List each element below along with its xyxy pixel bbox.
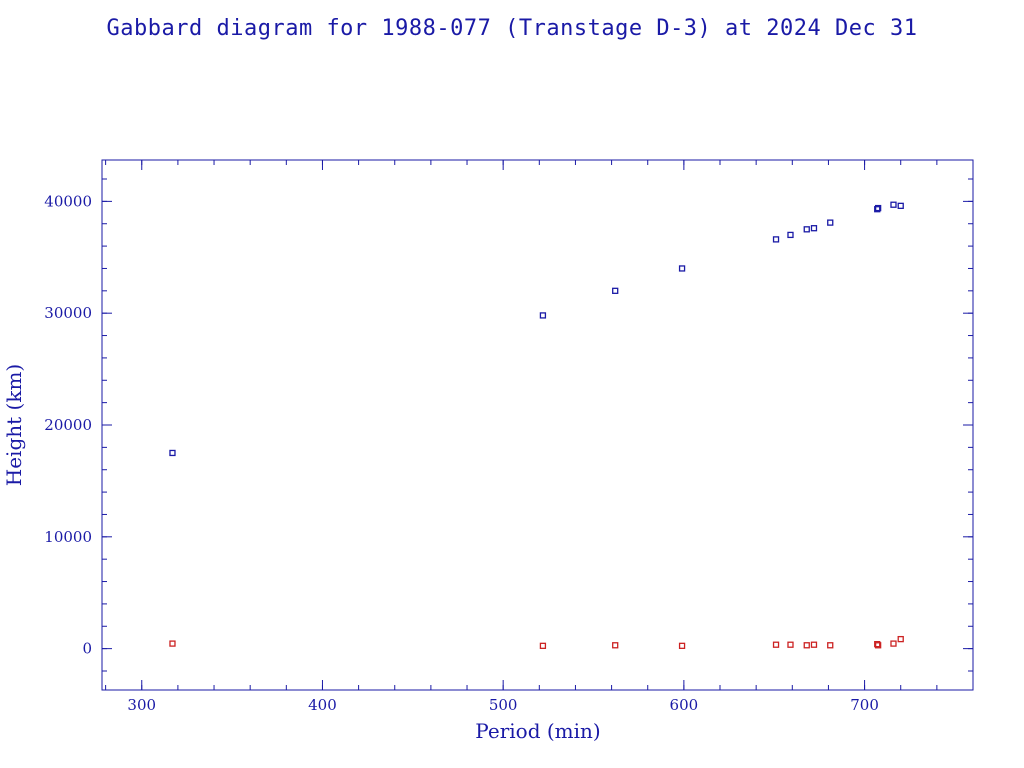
perigee-point [803, 642, 810, 649]
x-tick-label: 500 [489, 696, 518, 714]
chart-title: Gabbard diagram for 1988-077 (Transtage … [106, 16, 918, 41]
y-tick-label: 10000 [44, 528, 92, 546]
apogee-point [169, 449, 176, 457]
perigee-point [874, 641, 881, 648]
perigee-point [539, 642, 547, 649]
apogee-point [803, 226, 810, 233]
data-points [169, 201, 904, 649]
apogee-point [890, 201, 897, 208]
apogee-point [827, 219, 834, 226]
apogee-point [539, 312, 547, 319]
apogee-point [612, 287, 619, 294]
apogee-point [874, 206, 881, 213]
apogee-point [772, 236, 780, 243]
y-tick-label: 30000 [44, 304, 92, 322]
plot-frame [101, 159, 974, 691]
x-tick-label: 700 [850, 696, 879, 714]
x-tick-label: 600 [670, 696, 699, 714]
apogee-point [897, 202, 904, 209]
perigee-point [678, 642, 686, 649]
y-ticks [102, 178, 973, 672]
x-tick-label: 400 [308, 696, 337, 714]
y-tick-label: 20000 [44, 416, 92, 434]
perigee-point [827, 642, 834, 649]
apogee-point [787, 231, 794, 239]
y-axis-label: Height (km) [2, 364, 26, 486]
y-tick-label: 0 [82, 640, 92, 658]
y-tick-labels: 0 10000 20000 30000 40000 [44, 192, 92, 657]
apogee-point [874, 204, 882, 212]
perigee-point [890, 640, 897, 647]
perigee-point [612, 642, 619, 649]
perigee-point [787, 641, 794, 648]
apogee-point [810, 225, 818, 232]
perigee-point [874, 642, 882, 649]
perigee-point [897, 635, 904, 643]
apogee-point [678, 265, 686, 272]
x-axis-label: Period (min) [475, 719, 600, 743]
perigee-point [772, 641, 780, 648]
x-tick-labels: 300 400 500 600 700 [127, 696, 878, 714]
y-tick-label: 40000 [44, 192, 92, 210]
x-tick-label: 300 [127, 696, 156, 714]
x-ticks [105, 160, 974, 690]
perigee-point [810, 641, 818, 648]
perigee-point [169, 640, 176, 647]
